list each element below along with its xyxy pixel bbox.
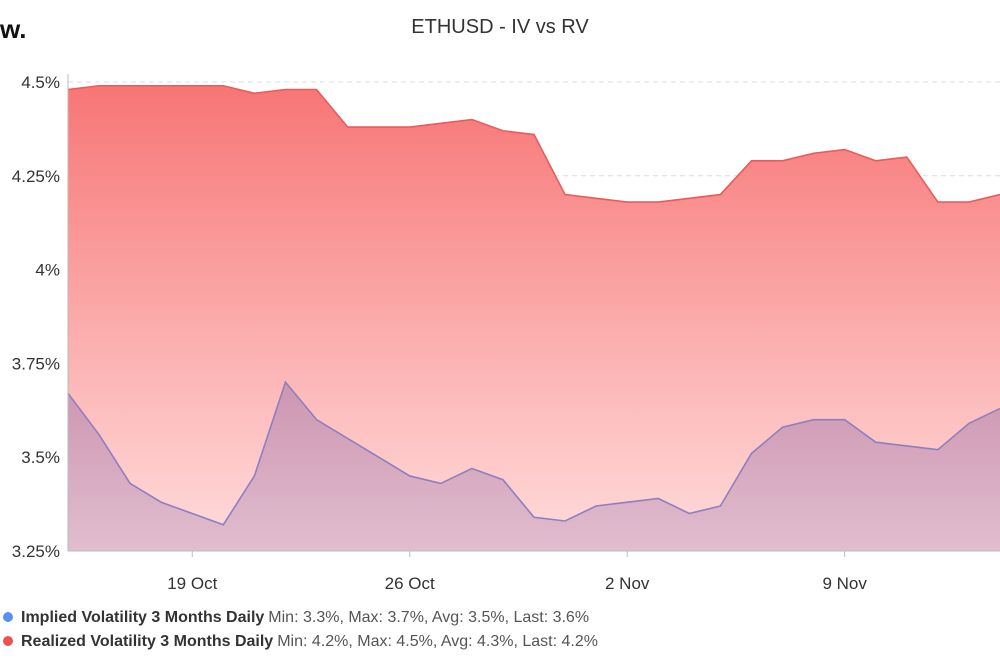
axes: 3.25% 3.5% 3.75% 4% 4.25% 4.5% 19 Oct 26 Oct 2 N… (12, 73, 1000, 593)
chart-plot: 3.25% 3.5% 3.75% 4% 4.25% 4.5% 19 Oct 26 Oct 2 N… (12, 73, 1000, 593)
y-tick-label: 3.5% (21, 448, 60, 467)
y-tick-label: 3.25% (12, 542, 60, 561)
implied-volatility-area (68, 382, 1000, 551)
legend-stats: Min: 4.2%, Max: 4.5%, Avg: 4.3%, Last: 4… (277, 633, 598, 650)
y-tick-label: 4% (35, 261, 60, 280)
legend-dot-realized (3, 636, 13, 646)
y-tick-label: 4.25% (12, 167, 60, 186)
implied-volatility-line (67, 380, 1000, 526)
x-tick-label: 2 Nov (605, 574, 650, 593)
legend-name: Implied Volatility 3 Months Daily (21, 609, 265, 626)
legend-item-implied-volatility[interactable]: Implied Volatility 3 Months Daily Min: 3.… (0, 609, 589, 627)
x-tick-label: 19 Oct (167, 574, 217, 593)
chart-title: ETHUSD - IV vs RV (411, 16, 589, 38)
series-areas (67, 84, 1000, 551)
brand-logo: w. (0, 14, 26, 45)
realized-volatility-line (67, 84, 1000, 203)
y-tick-label: 4.5% (21, 73, 60, 92)
x-tick-label: 9 Nov (822, 574, 867, 593)
legend-name: Realized Volatility 3 Months Daily (21, 633, 274, 650)
y-tick-label: 3.75% (12, 354, 60, 373)
legend-dot-implied (3, 612, 13, 622)
legend-item-realized-volatility[interactable]: Realized Volatility 3 Months Daily Min: 4… (0, 633, 598, 651)
logo-text: w. (0, 14, 27, 44)
legend-stats: Min: 3.3%, Max: 3.7%, Avg: 3.5%, Last: 3… (268, 609, 590, 626)
x-tick-label: 26 Oct (385, 574, 435, 593)
